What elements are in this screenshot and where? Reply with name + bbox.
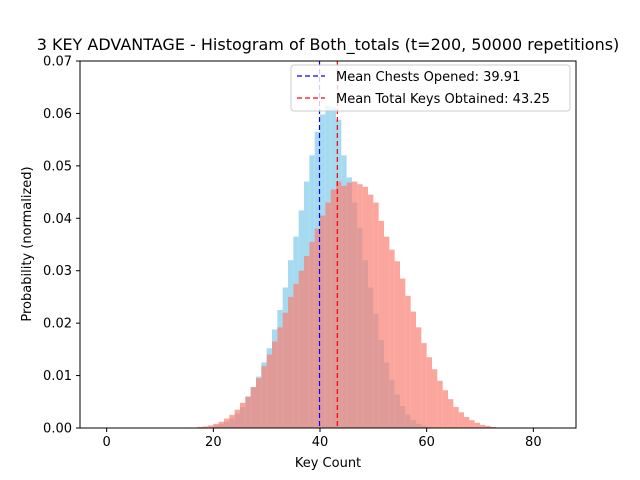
histogram-bar	[368, 194, 374, 428]
histogram-bar	[234, 409, 240, 428]
histogram-bar	[362, 186, 368, 428]
histogram-bar	[325, 202, 331, 428]
x-tick-label: 60	[418, 435, 435, 450]
histogram-bar	[453, 407, 459, 428]
histogram-bar	[378, 220, 384, 428]
plot-frame	[79, 60, 577, 429]
histogram-bar	[485, 425, 491, 428]
histogram-bar	[464, 416, 470, 428]
y-tick-label: 0.03	[43, 264, 72, 279]
histogram-bar	[389, 249, 395, 428]
histogram-bar	[373, 202, 379, 428]
y-tick-label: 0.04	[43, 212, 72, 227]
histogram-bar	[208, 425, 214, 428]
y-tick-label: 0.06	[43, 107, 72, 122]
x-tick-label: 0	[103, 435, 111, 450]
legend: Mean Chests Opened: 39.91 Mean Total Key…	[290, 64, 571, 112]
x-ticks: 0 20 40 60 80	[103, 428, 542, 450]
histogram-bar	[448, 399, 454, 428]
histogram-bar	[298, 270, 304, 428]
histogram-bar	[480, 424, 486, 428]
histogram-bar	[218, 421, 224, 428]
x-axis-label: Key Count	[295, 456, 361, 471]
histogram-bar	[341, 185, 347, 428]
histogram-bar	[442, 390, 448, 428]
histogram-bar	[416, 327, 422, 428]
histogram-bar	[229, 414, 235, 428]
histogram-bar	[384, 236, 390, 428]
y-tick-label: 0.00	[43, 422, 72, 437]
histogram-bar	[282, 312, 288, 428]
histogram-bar	[394, 261, 400, 428]
histogram-bar	[240, 402, 246, 428]
histogram-bar	[352, 181, 358, 428]
histogram-bar	[421, 343, 427, 428]
histogram-bar	[490, 426, 496, 428]
mean-lines-layer	[318, 61, 338, 428]
histogram-bar	[346, 182, 352, 428]
histogram-bar	[357, 184, 363, 428]
histogram-bar	[426, 357, 432, 428]
histogram-bar	[224, 418, 230, 428]
y-tick-label: 0.02	[43, 317, 72, 332]
histogram-bar	[405, 295, 411, 428]
histogram-bar	[250, 387, 256, 428]
histogram-bar	[330, 189, 336, 428]
x-tick-label: 20	[205, 435, 222, 450]
histogram-bar	[474, 422, 480, 428]
legend-label-mean-keys: Mean Total Keys Obtained: 43.25	[336, 92, 550, 107]
histogram-bar	[458, 412, 464, 428]
histogram-bar	[304, 256, 310, 428]
histogram-bar	[261, 366, 267, 428]
histogram-bar	[266, 354, 272, 428]
histogram-bar	[320, 215, 326, 428]
y-tick-label: 0.05	[43, 159, 72, 174]
legend-box	[290, 64, 571, 112]
histogram-bar	[293, 283, 299, 428]
histogram-bar	[336, 181, 342, 428]
histogram-bar	[314, 228, 320, 428]
histogram-bar	[410, 311, 416, 428]
histogram-bar	[437, 380, 443, 428]
x-tick-label: 80	[525, 435, 542, 450]
legend-label-mean-chests: Mean Chests Opened: 39.91	[336, 70, 520, 85]
histogram-bar	[202, 426, 208, 428]
series-1-bars	[186, 181, 550, 428]
histogram-bar	[272, 341, 278, 428]
histogram-bar	[245, 396, 251, 428]
histogram-bar	[277, 327, 283, 428]
bars-layer	[186, 105, 550, 428]
y-tick-label: 0.07	[43, 55, 72, 70]
histogram-bar	[197, 426, 203, 428]
histogram-bar	[400, 278, 406, 428]
x-tick-label: 40	[312, 435, 329, 450]
chart-title: 3 KEY ADVANTAGE - Histogram of Both_tota…	[37, 35, 620, 55]
histogram-bar	[432, 369, 438, 428]
histogram-bar	[288, 296, 294, 428]
histogram-bar	[256, 378, 262, 428]
y-ticks: 0.00 0.01 0.02 0.03 0.04 0.05 0.06 0.07	[43, 55, 80, 437]
histogram-bar	[213, 423, 219, 428]
histogram-bar	[469, 420, 475, 428]
y-tick-label: 0.01	[43, 369, 72, 384]
histogram-bar	[309, 241, 315, 428]
y-axis-label: Probability (normalized)	[20, 166, 35, 321]
